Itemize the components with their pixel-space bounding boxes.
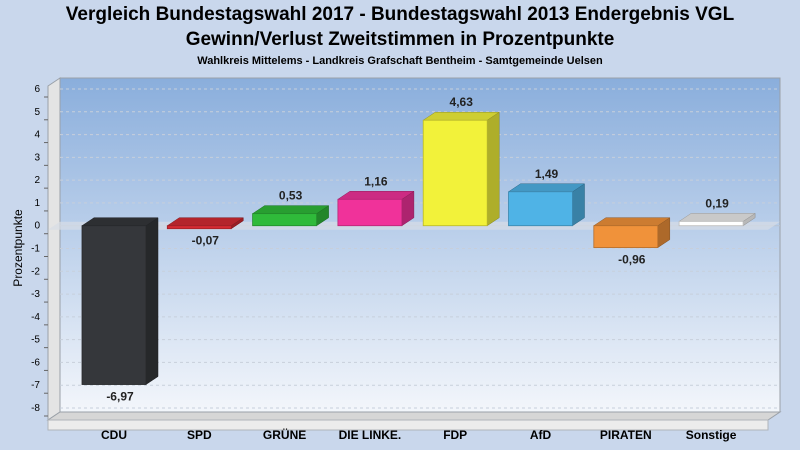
- bar-top: [337, 191, 415, 200]
- category-label: FDP: [443, 428, 467, 442]
- y-tick-label: -4: [31, 312, 40, 323]
- y-tick-label: 3: [34, 152, 40, 163]
- y-tick-label: -2: [31, 266, 40, 277]
- category-label: PIRATEN: [600, 428, 652, 442]
- data-label: -0,07: [192, 234, 220, 248]
- bar-front: [252, 213, 318, 227]
- y-tick-label: -7: [31, 380, 40, 391]
- bar-top: [592, 217, 671, 226]
- y-tick-label: 0: [34, 221, 40, 232]
- data-label: 0,53: [279, 189, 303, 203]
- bar-top: [507, 183, 586, 193]
- bar-grüne: [251, 205, 330, 227]
- bar-front: [422, 119, 488, 227]
- bar-top: [251, 205, 330, 214]
- category-label: SPD: [187, 428, 212, 442]
- plot-left-wall: [47, 77, 61, 421]
- data-label: 1,49: [535, 167, 559, 181]
- plot-back-wall: [59, 77, 781, 413]
- bar-side: [145, 217, 159, 385]
- data-label: 1,16: [364, 174, 388, 188]
- data-label: 4,63: [450, 95, 474, 109]
- bar-piraten: [592, 217, 671, 249]
- bar-top: [166, 217, 245, 226]
- bar-front: [593, 225, 659, 248]
- bar-front: [337, 198, 403, 227]
- plot-floor: [46, 411, 782, 421]
- data-label: 0,19: [705, 196, 729, 210]
- bar-front: [678, 220, 744, 227]
- y-tick-label: 6: [34, 84, 40, 95]
- y-tick-label: 1: [34, 198, 40, 209]
- y-tick-label: -1: [31, 244, 40, 255]
- y-tick-label: -6: [31, 357, 40, 368]
- bar-front: [166, 225, 232, 230]
- y-tick-label: -8: [31, 403, 40, 414]
- category-label: DIE LINKE.: [339, 428, 402, 442]
- bar-top: [678, 213, 756, 222]
- bar-afd: [507, 183, 586, 227]
- bar-top: [422, 111, 501, 121]
- category-label: GRÜNE: [263, 427, 306, 442]
- bar-sonstige: [678, 212, 756, 227]
- bar-die-linke: [337, 190, 415, 227]
- y-tick-label: -5: [31, 335, 40, 346]
- bar-cdu: [81, 217, 159, 385]
- category-label: AfD: [530, 428, 552, 442]
- bar-top: [81, 217, 159, 226]
- bar-front: [508, 191, 573, 227]
- category-label: Sonstige: [686, 428, 737, 442]
- plot-floor-front: [47, 419, 769, 431]
- bar-spd: [166, 217, 245, 230]
- data-label: -0,96: [618, 253, 646, 267]
- chart-region-caption: Wahlkreis Mittelems - Landkreis Grafscha…: [197, 55, 603, 67]
- category-label: CDU: [101, 428, 127, 442]
- bar-side: [486, 111, 500, 227]
- y-tick-label: 2: [34, 175, 40, 186]
- bar-fdp: [422, 111, 501, 227]
- chart-subtitle: Gewinn/Verlust Zweitstimmen in Prozentpu…: [185, 29, 615, 50]
- y-tick-label: 5: [34, 107, 40, 118]
- chart-title: Vergleich Bundestagswahl 2017 - Bundesta…: [65, 4, 735, 25]
- y-axis-label: Prozentpunkte: [11, 209, 25, 287]
- bar-front: [81, 225, 147, 385]
- data-label: -6,97: [106, 390, 134, 404]
- y-tick-label: -3: [31, 289, 40, 300]
- y-tick-label: 4: [34, 130, 40, 141]
